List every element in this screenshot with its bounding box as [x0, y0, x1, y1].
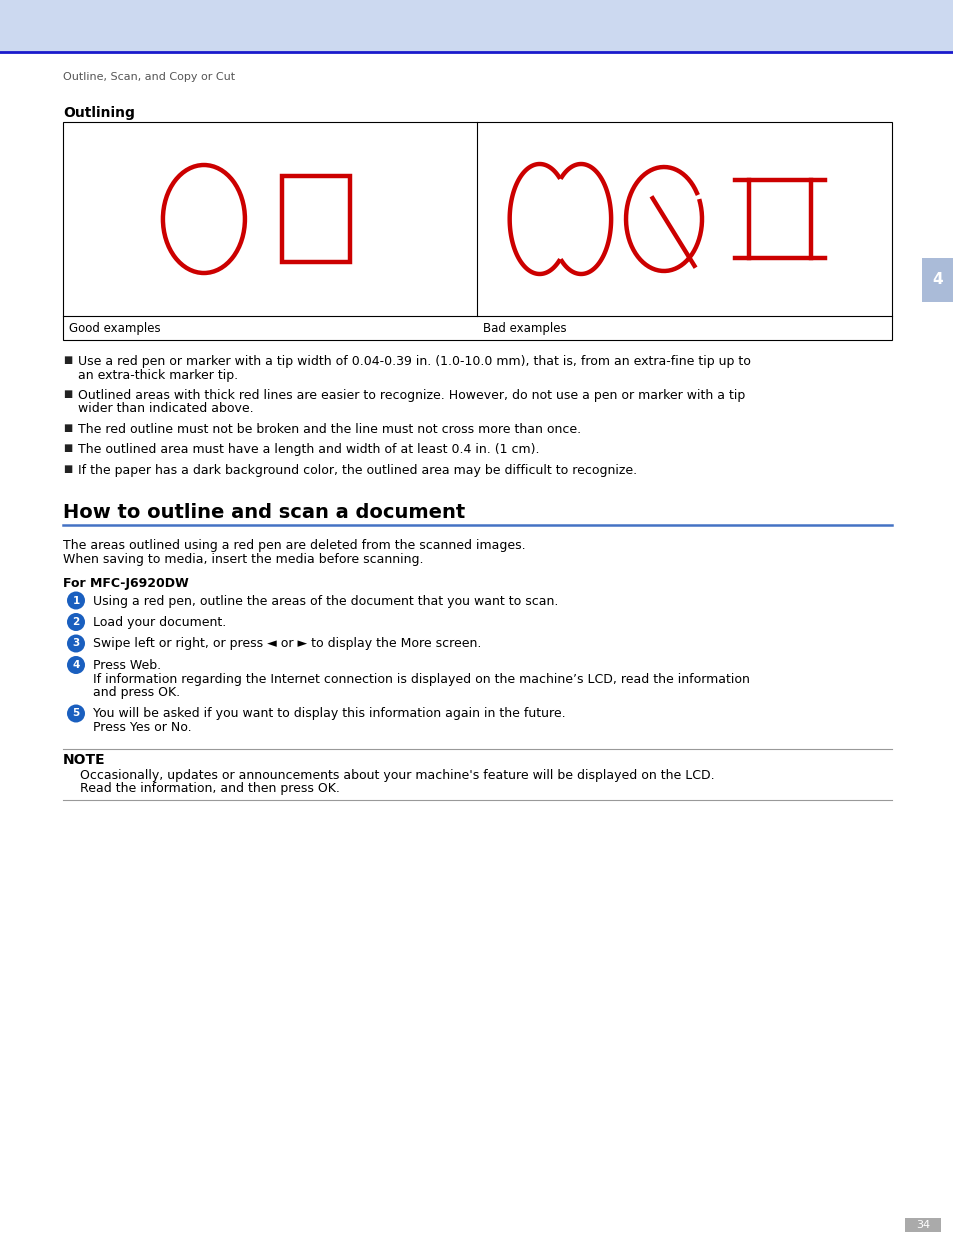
Circle shape	[67, 592, 85, 610]
Text: 1: 1	[72, 595, 79, 605]
Text: Press Yes or No.: Press Yes or No.	[92, 721, 192, 734]
Text: and press OK.: and press OK.	[92, 685, 180, 699]
Text: NOTE: NOTE	[63, 753, 106, 767]
Text: Outline, Scan, and Copy or Cut: Outline, Scan, and Copy or Cut	[63, 72, 234, 82]
Text: When saving to media, insert the media before scanning.: When saving to media, insert the media b…	[63, 553, 423, 567]
Text: wider than indicated above.: wider than indicated above.	[78, 403, 253, 415]
Text: Bad examples: Bad examples	[483, 322, 566, 335]
Bar	[921, 258, 953, 303]
Bar	[904, 1218, 940, 1233]
Text: 3: 3	[72, 638, 79, 648]
Text: 5: 5	[72, 709, 79, 719]
Text: ■: ■	[63, 464, 72, 474]
Text: The outlined area must have a length and width of at least 0.4 in. (1 cm).: The outlined area must have a length and…	[78, 443, 539, 457]
Circle shape	[67, 656, 85, 674]
Text: Using a red pen, outline the areas of the document that you want to scan.: Using a red pen, outline the areas of th…	[92, 594, 558, 608]
Bar	[281, 177, 350, 262]
Text: Swipe left or right, or press ◄ or ► to display the More screen.: Swipe left or right, or press ◄ or ► to …	[92, 637, 481, 651]
Text: ■: ■	[63, 389, 72, 399]
Text: You will be asked if you want to display this information again in the future.: You will be asked if you want to display…	[92, 708, 565, 720]
Bar	[0, 0, 953, 52]
Text: For MFC-J6920DW: For MFC-J6920DW	[63, 577, 189, 589]
Text: ■: ■	[63, 354, 72, 366]
Text: The areas outlined using a red pen are deleted from the scanned images.: The areas outlined using a red pen are d…	[63, 538, 525, 552]
Text: Outlining: Outlining	[63, 106, 134, 120]
Text: an extra-thick marker tip.: an extra-thick marker tip.	[78, 368, 238, 382]
Text: 34: 34	[915, 1220, 929, 1230]
Text: ■: ■	[63, 443, 72, 453]
Text: ■: ■	[63, 424, 72, 433]
Text: Load your document.: Load your document.	[92, 616, 226, 629]
Text: 4: 4	[72, 659, 80, 671]
Text: Outlined areas with thick red lines are easier to recognize. However, do not use: Outlined areas with thick red lines are …	[78, 389, 744, 403]
Text: The red outline must not be broken and the line must not cross more than once.: The red outline must not be broken and t…	[78, 424, 580, 436]
Bar	[63, 122, 891, 340]
Text: How to outline and scan a document: How to outline and scan a document	[63, 503, 465, 521]
Text: Press Web.: Press Web.	[92, 659, 161, 672]
Text: Occasionally, updates or announcements about your machine's feature will be disp: Occasionally, updates or announcements a…	[80, 768, 714, 782]
Circle shape	[67, 635, 85, 652]
Circle shape	[67, 704, 85, 722]
Text: 2: 2	[72, 618, 79, 627]
Text: 4: 4	[932, 273, 943, 288]
Text: If the paper has a dark background color, the outlined area may be difficult to : If the paper has a dark background color…	[78, 464, 637, 477]
Circle shape	[67, 613, 85, 631]
Text: Good examples: Good examples	[69, 322, 160, 335]
Text: If information regarding the Internet connection is displayed on the machine’s L: If information regarding the Internet co…	[92, 673, 749, 685]
Text: Read the information, and then press OK.: Read the information, and then press OK.	[80, 782, 339, 795]
Text: Use a red pen or marker with a tip width of 0.04-0.39 in. (1.0-10.0 mm), that is: Use a red pen or marker with a tip width…	[78, 354, 750, 368]
